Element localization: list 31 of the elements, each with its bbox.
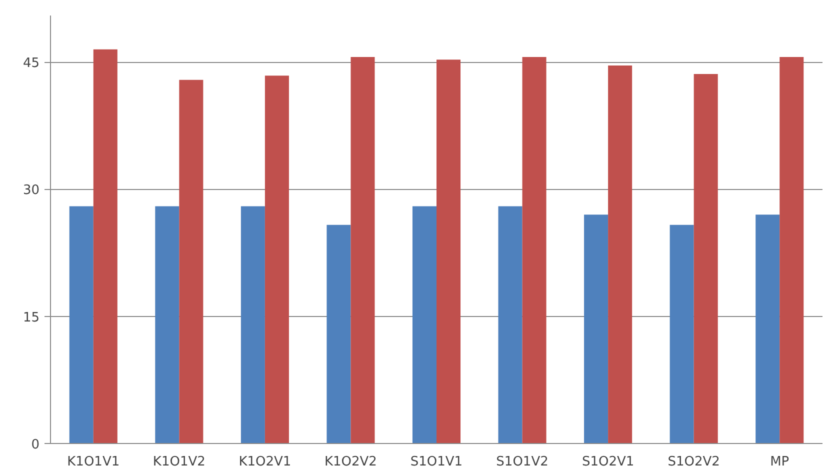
y-tick-label: 30 (22, 183, 40, 198)
bar (412, 206, 436, 444)
bar (326, 224, 351, 444)
bar (240, 206, 265, 444)
y-tick-label: 0 (31, 438, 40, 452)
bar (69, 206, 94, 444)
y-tick-label: 15 (22, 310, 40, 326)
bar (584, 214, 608, 444)
x-tick-label: K1O1V2 (152, 454, 206, 470)
x-tick-label: MP (770, 454, 790, 470)
bar (694, 74, 718, 444)
x-tick-label: S1O1V1 (410, 454, 463, 470)
bar (670, 224, 694, 444)
x-tick-label: K1O2V2 (324, 454, 377, 470)
bar (522, 57, 546, 444)
bar (155, 206, 180, 444)
x-tick-label: S1O2V1 (582, 454, 634, 470)
bar (264, 76, 289, 444)
x-tick-label: K1O1V1 (67, 454, 120, 470)
bar (608, 66, 632, 444)
bar (179, 80, 204, 444)
bar (498, 206, 522, 444)
bar (756, 214, 780, 444)
bar (436, 60, 461, 444)
bar (350, 57, 375, 444)
x-tick-label: S1O1V2 (496, 454, 548, 470)
x-tick-label: S1O2V2 (668, 454, 720, 470)
bar (93, 49, 118, 444)
x-tick-label: K1O2V1 (238, 454, 292, 470)
bar (780, 57, 804, 444)
y-tick-label: 45 (22, 56, 40, 72)
